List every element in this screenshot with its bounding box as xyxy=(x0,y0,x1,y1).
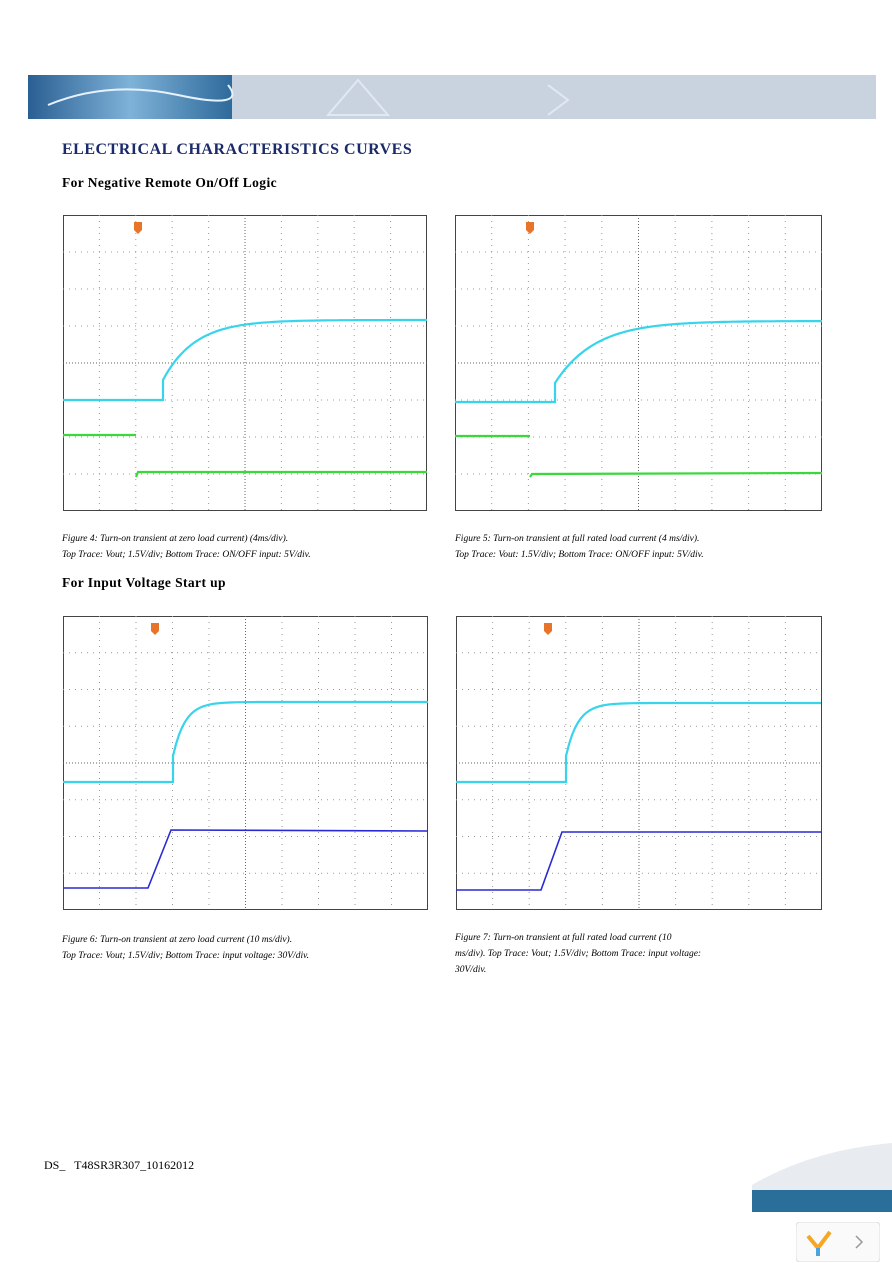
trace xyxy=(456,701,821,784)
trace xyxy=(456,831,822,891)
scope-plot xyxy=(455,215,822,511)
caption-line: Figure 7: Turn-on transient at full rate… xyxy=(455,933,672,943)
trace xyxy=(63,433,427,478)
trace xyxy=(63,700,428,784)
trace xyxy=(63,318,427,402)
trigger-icon xyxy=(151,623,159,635)
caption-line: Figure 4: Turn-on transient at zero load… xyxy=(62,534,289,544)
caption-line: Top Trace: Vout; 1.5V/div; Bottom Trace:… xyxy=(62,550,311,560)
footer-decoration xyxy=(752,1143,892,1212)
viewer-nav[interactable] xyxy=(796,1222,880,1262)
caption: Figure 5: Turn-on transient at full rate… xyxy=(455,531,704,563)
caption-line: ms/div). Top Trace: Vout; 1.5V/div; Bott… xyxy=(455,949,702,959)
caption-line: Figure 6: Turn-on transient at zero load… xyxy=(62,935,293,945)
section-heading: For Negative Remote On/Off Logic xyxy=(62,175,277,190)
trigger-icon xyxy=(526,222,534,234)
caption-line: Figure 5: Turn-on transient at full rate… xyxy=(455,534,700,544)
trace xyxy=(455,320,822,404)
trace xyxy=(63,829,428,889)
caption-line: 30V/div. xyxy=(455,965,487,975)
scope-plot xyxy=(456,616,822,910)
caption-line: Top Trace: Vout; 1.5V/div; Bottom Trace:… xyxy=(62,951,309,961)
caption: Figure 7: Turn-on transient at full rate… xyxy=(455,930,701,978)
page-title: ELECTRICAL CHARACTERISTICS CURVES xyxy=(62,141,413,158)
caption-line: Top Trace: Vout: 1.5V/div; Bottom Trace:… xyxy=(455,550,704,560)
caption: Figure 4: Turn-on transient at zero load… xyxy=(62,531,311,563)
trigger-icon xyxy=(544,623,552,635)
caption: Figure 6: Turn-on transient at zero load… xyxy=(62,932,309,964)
trigger-marker xyxy=(151,623,159,635)
doc-id: DS_ T48SR3R307_10162012 xyxy=(44,1158,195,1172)
section-heading: For Input Voltage Start up xyxy=(62,575,226,590)
trace xyxy=(455,434,822,478)
scope-plot xyxy=(63,616,428,910)
trigger-icon xyxy=(134,222,142,234)
trigger-marker xyxy=(134,222,142,234)
header-banner xyxy=(28,75,876,119)
scope-plot xyxy=(63,215,427,511)
trigger-marker xyxy=(544,623,552,635)
trigger-marker xyxy=(526,222,534,234)
